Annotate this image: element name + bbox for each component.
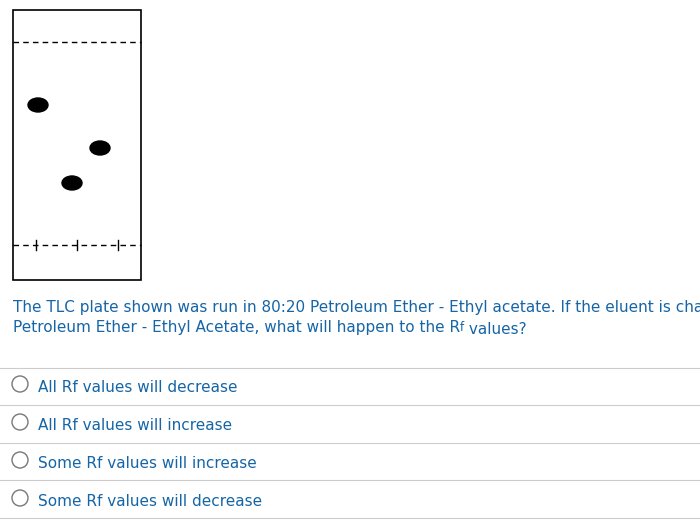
Bar [13,10,141,280]
Text: Petroleum Ether - Ethyl Acetate, what will happen to the R: Petroleum Ether - Ethyl Acetate, what wi… [13,320,460,335]
Text: f: f [460,321,464,334]
Ellipse shape [90,141,110,155]
Text: The TLC plate shown was run in 80:20 Petroleum Ether - Ethyl acetate. If the elu: The TLC plate shown was run in 80:20 Pet… [13,300,700,315]
Ellipse shape [62,176,82,190]
Text: Some Rf values will decrease: Some Rf values will decrease [38,494,262,509]
Text: Some Rf values will increase: Some Rf values will increase [38,456,257,471]
Text: All Rf values will increase: All Rf values will increase [38,418,232,433]
Text: values?: values? [464,322,527,336]
Ellipse shape [28,98,48,112]
Text: All Rf values will decrease: All Rf values will decrease [38,380,237,395]
